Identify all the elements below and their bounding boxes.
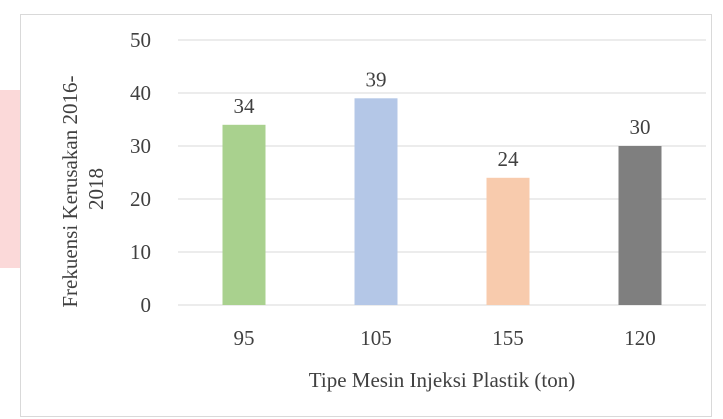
y-axis-ticks: 0 10 20 30 40 50 — [130, 28, 151, 317]
x-category-label: 105 — [360, 326, 392, 350]
x-category-label: 120 — [624, 326, 656, 350]
x-category-label: 155 — [492, 326, 524, 350]
gridlines — [178, 39, 706, 306]
x-axis-categories: 95 105 155 120 — [234, 326, 656, 350]
bar-95 — [222, 124, 266, 305]
x-axis-title: Tipe Mesin Injeksi Plastik (ton) — [309, 368, 575, 392]
data-label: 30 — [630, 115, 651, 139]
y-tick-label: 20 — [130, 187, 151, 211]
bars — [222, 98, 662, 305]
y-tick-label: 50 — [130, 28, 151, 52]
y-axis-title-line-2: 2018 — [84, 168, 108, 210]
data-labels: 34 39 24 30 — [234, 67, 651, 171]
y-tick-label: 40 — [130, 81, 151, 105]
bar-120 — [618, 146, 662, 305]
data-label: 39 — [366, 67, 387, 91]
bar-155 — [486, 177, 530, 305]
y-axis-title: Frekuensi Kerusakan 2016- 2018 — [58, 70, 108, 307]
y-axis-title-line-1: Frekuensi Kerusakan 2016- — [58, 76, 82, 308]
y-tick-label: 10 — [130, 240, 151, 264]
chart-frame: 0 10 20 30 40 50 34 39 24 30 95 105 155 120 Tipe Me… — [20, 14, 712, 417]
bar-105 — [354, 98, 398, 305]
data-label: 24 — [498, 147, 520, 171]
y-tick-label: 30 — [130, 134, 151, 158]
y-tick-label: 0 — [141, 293, 152, 317]
x-category-label: 95 — [234, 326, 255, 350]
data-label: 34 — [234, 94, 256, 118]
bar-chart: 0 10 20 30 40 50 34 39 24 30 95 105 155 120 Tipe Me… — [58, 28, 706, 392]
